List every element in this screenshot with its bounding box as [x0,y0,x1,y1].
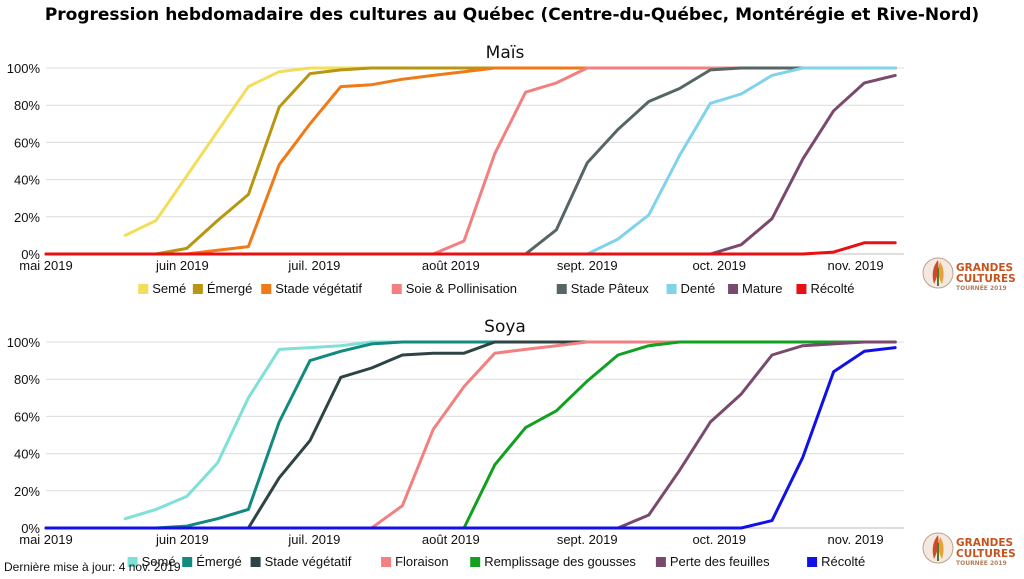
series-line [123,66,897,237]
series-line [44,66,897,256]
series-line [44,66,897,256]
logo-line-1: GRANDES [956,262,1013,274]
x-tick-label: oct. 2019 [692,258,746,273]
chart-legend: Semé Émergé Stade végétatif Soie & Pollinis… [138,281,855,296]
leaf-icon [932,260,939,284]
series-line [123,340,897,521]
x-tick-label: mai 2019 [19,258,72,273]
x-tick-label: juin 2019 [155,258,209,273]
y-tick-label: 100% [7,335,41,350]
x-tick-label: juin 2019 [155,532,209,547]
logo-line-1: GRANDES [956,537,1013,549]
x-tick-label: juil. 2019 [287,258,340,273]
legend-entry: Émergé [207,281,253,296]
legend-entry: Récolté [821,554,865,569]
legend-swatch [138,284,149,294]
legend-swatch [250,557,261,567]
legend-swatch [655,557,666,567]
legend-entry: Mature [742,281,782,296]
x-tick-label: août 2019 [422,258,480,273]
chart-title: Soya [484,317,526,337]
y-tick-label: 100% [7,61,41,76]
logo-line-3: TOURNÉE 2019 [956,559,1007,567]
leaf-icon [932,535,939,559]
chart-title: Maïs [486,43,525,63]
legend-entry: Remplissage des gousses [484,554,636,569]
x-tick-label: sept. 2019 [557,532,618,547]
logo-line-2: CULTURES [956,273,1016,285]
y-tick-label: 80% [14,98,40,113]
leaf-icon [938,262,944,284]
series-line [44,66,897,256]
legend-entry: Émergé [196,554,242,569]
legend-swatch [728,284,739,294]
series-line [44,340,897,530]
mais-chart: Maïs 0% 20% 40% 60% 80% 100% mai 2019 juin 2019 j… [7,43,904,296]
legend-entry: Semé [152,281,186,296]
series-line [44,346,897,530]
series-line [44,66,897,256]
legend-entry: Semé [142,554,176,569]
x-tick-label: nov. 2019 [828,532,884,547]
y-tick-label: 20% [14,484,40,499]
legend-swatch [796,284,807,294]
last-update-note: Dernière mise à jour: 4 nov. 2019 [4,560,181,574]
y-tick-label: 60% [14,135,40,150]
leaf-icon [938,537,944,559]
legend-swatch [127,557,138,567]
legend-swatch [556,284,567,294]
y-tick-label: 0% [21,247,40,262]
y-tick-label: 60% [14,409,40,424]
legend-entry: Soie & Pollinisation [406,281,517,296]
legend-entry: Récolté [810,281,854,296]
y-tick-label: 40% [14,173,40,188]
series-line [44,66,897,256]
y-tick-label: 20% [14,210,40,225]
x-tick-label: sept. 2019 [557,258,618,273]
legend-swatch [391,284,402,294]
y-tick-label: 40% [14,447,40,462]
series-line [44,340,897,530]
legend-swatch [666,284,677,294]
legend-swatch [261,284,272,294]
page-title: Progression hebdomadaire des cultures au… [44,5,980,25]
legend-entry: Floraison [395,554,448,569]
series-line [44,340,897,530]
chart-legend: Semé Émergé Stade végétatif Floraison Rempli… [127,554,865,569]
series-line [44,241,897,256]
legend-entry: Perte des feuilles [670,554,770,569]
legend-swatch [807,557,818,567]
legend-swatch [470,557,481,567]
legend-entry: Stade Pâteux [571,281,650,296]
x-tick-label: mai 2019 [19,532,72,547]
legend-swatch [381,557,392,567]
legend-swatch [192,284,203,294]
x-tick-label: août 2019 [422,532,480,547]
soya-chart: Soya 0% 20% 40% 60% 80% 100% mai 2019 juin 2019 j… [7,317,904,569]
y-tick-label: 0% [21,521,40,536]
legend-entry: Denté [681,281,716,296]
legend-swatch [182,557,193,567]
x-tick-label: nov. 2019 [828,258,884,273]
series-line [44,73,897,256]
series-line [44,340,897,530]
y-tick-label: 80% [14,372,40,387]
x-tick-label: juil. 2019 [287,532,340,547]
logo-line-2: CULTURES [956,548,1016,560]
logo-line-3: TOURNÉE 2019 [956,284,1007,292]
x-tick-label: oct. 2019 [692,532,746,547]
legend-entry: Stade végétatif [265,554,352,569]
series-line [44,340,897,530]
legend-entry: Stade végétatif [275,281,362,296]
